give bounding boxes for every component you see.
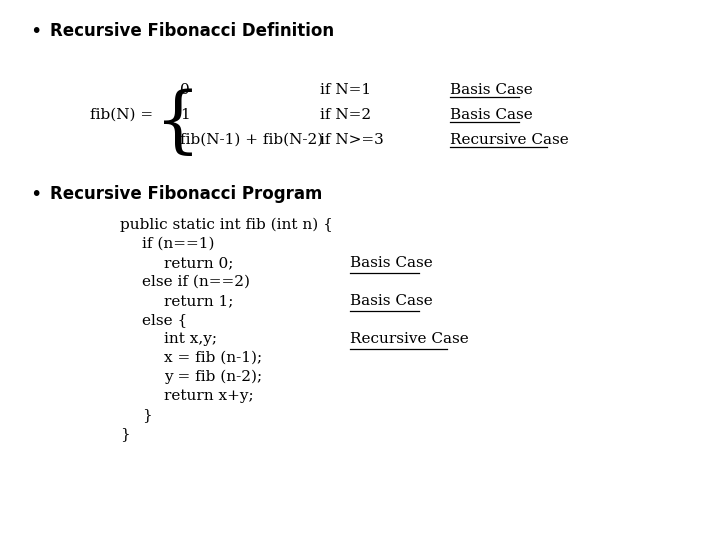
- Text: return 1;: return 1;: [164, 294, 233, 308]
- Text: Recursive Case: Recursive Case: [450, 133, 569, 147]
- Text: else {: else {: [142, 313, 187, 327]
- Text: Basis Case: Basis Case: [350, 256, 433, 270]
- Text: Recursive Fibonacci Program: Recursive Fibonacci Program: [50, 185, 323, 203]
- Text: •: •: [30, 185, 41, 204]
- Text: return x+y;: return x+y;: [164, 389, 253, 403]
- Text: }: }: [120, 427, 130, 441]
- Text: if (n==1): if (n==1): [142, 237, 215, 251]
- Text: 0: 0: [180, 83, 190, 97]
- Text: return 0;: return 0;: [164, 256, 233, 270]
- Text: {: {: [155, 88, 201, 159]
- Text: •: •: [30, 22, 41, 41]
- Text: public static int fib (int n) {: public static int fib (int n) {: [120, 218, 333, 232]
- Text: if N=2: if N=2: [320, 108, 371, 122]
- Text: Recursive Fibonacci Definition: Recursive Fibonacci Definition: [50, 22, 334, 40]
- Text: 1: 1: [180, 108, 190, 122]
- Text: else if (n==2): else if (n==2): [142, 275, 250, 289]
- Text: y = fib (n-2);: y = fib (n-2);: [164, 370, 262, 384]
- Text: fib(N) =: fib(N) =: [90, 108, 153, 122]
- Text: if N=1: if N=1: [320, 83, 371, 97]
- Text: Basis Case: Basis Case: [450, 108, 533, 122]
- Text: fib(N-1) + fib(N-2): fib(N-1) + fib(N-2): [180, 133, 323, 147]
- Text: int x,y;: int x,y;: [164, 332, 217, 346]
- Text: Recursive Case: Recursive Case: [350, 332, 469, 346]
- Text: }: }: [142, 408, 152, 422]
- Text: Basis Case: Basis Case: [350, 294, 433, 308]
- Text: Basis Case: Basis Case: [450, 83, 533, 97]
- Text: x = fib (n-1);: x = fib (n-1);: [164, 351, 262, 365]
- Text: if N>=3: if N>=3: [320, 133, 384, 147]
